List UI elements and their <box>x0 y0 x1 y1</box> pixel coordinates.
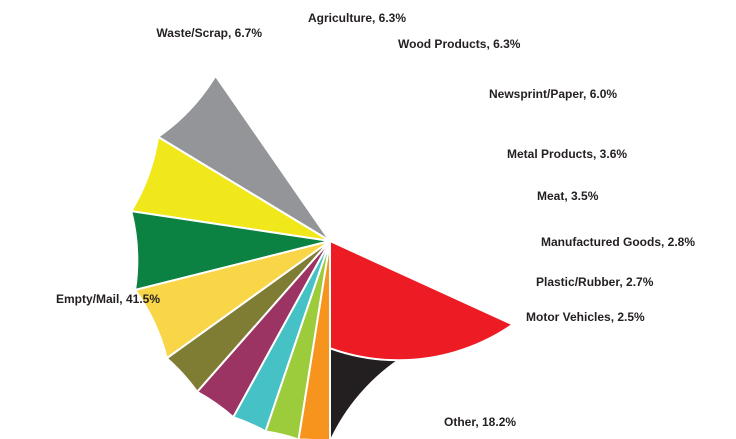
pie-label-metal-products: Metal Products, 3.6% <box>507 147 627 161</box>
pie-label-motor-vehicles: Motor Vehicles, 2.5% <box>526 310 645 324</box>
pie-label-agriculture: Agriculture, 6.3% <box>308 11 406 25</box>
pie-label-waste-scrap: Waste/Scrap, 6.7% <box>156 26 262 40</box>
pie-labels: Other, 18.2% Empty/Mail, 41.5% Waste/Scrap… <box>56 11 695 429</box>
pie-label-other: Other, 18.2% <box>444 415 516 429</box>
pie-label-empty-mail: Empty/Mail, 41.5% <box>56 292 160 306</box>
pie-label-manufactured-goods: Manufactured Goods, 2.8% <box>541 235 695 249</box>
pie-label-newsprint-paper: Newsprint/Paper, 6.0% <box>489 87 617 101</box>
pie-slice-motor-vehicles <box>297 240 331 439</box>
pie-label-plastic-rubber: Plastic/Rubber, 2.7% <box>536 275 654 289</box>
pie-label-meat: Meat, 3.5% <box>537 189 599 203</box>
pie-slices <box>130 74 514 439</box>
pie-label-wood-products: Wood Products, 6.3% <box>398 37 521 51</box>
pie-slice-plastic-rubber <box>264 240 331 439</box>
